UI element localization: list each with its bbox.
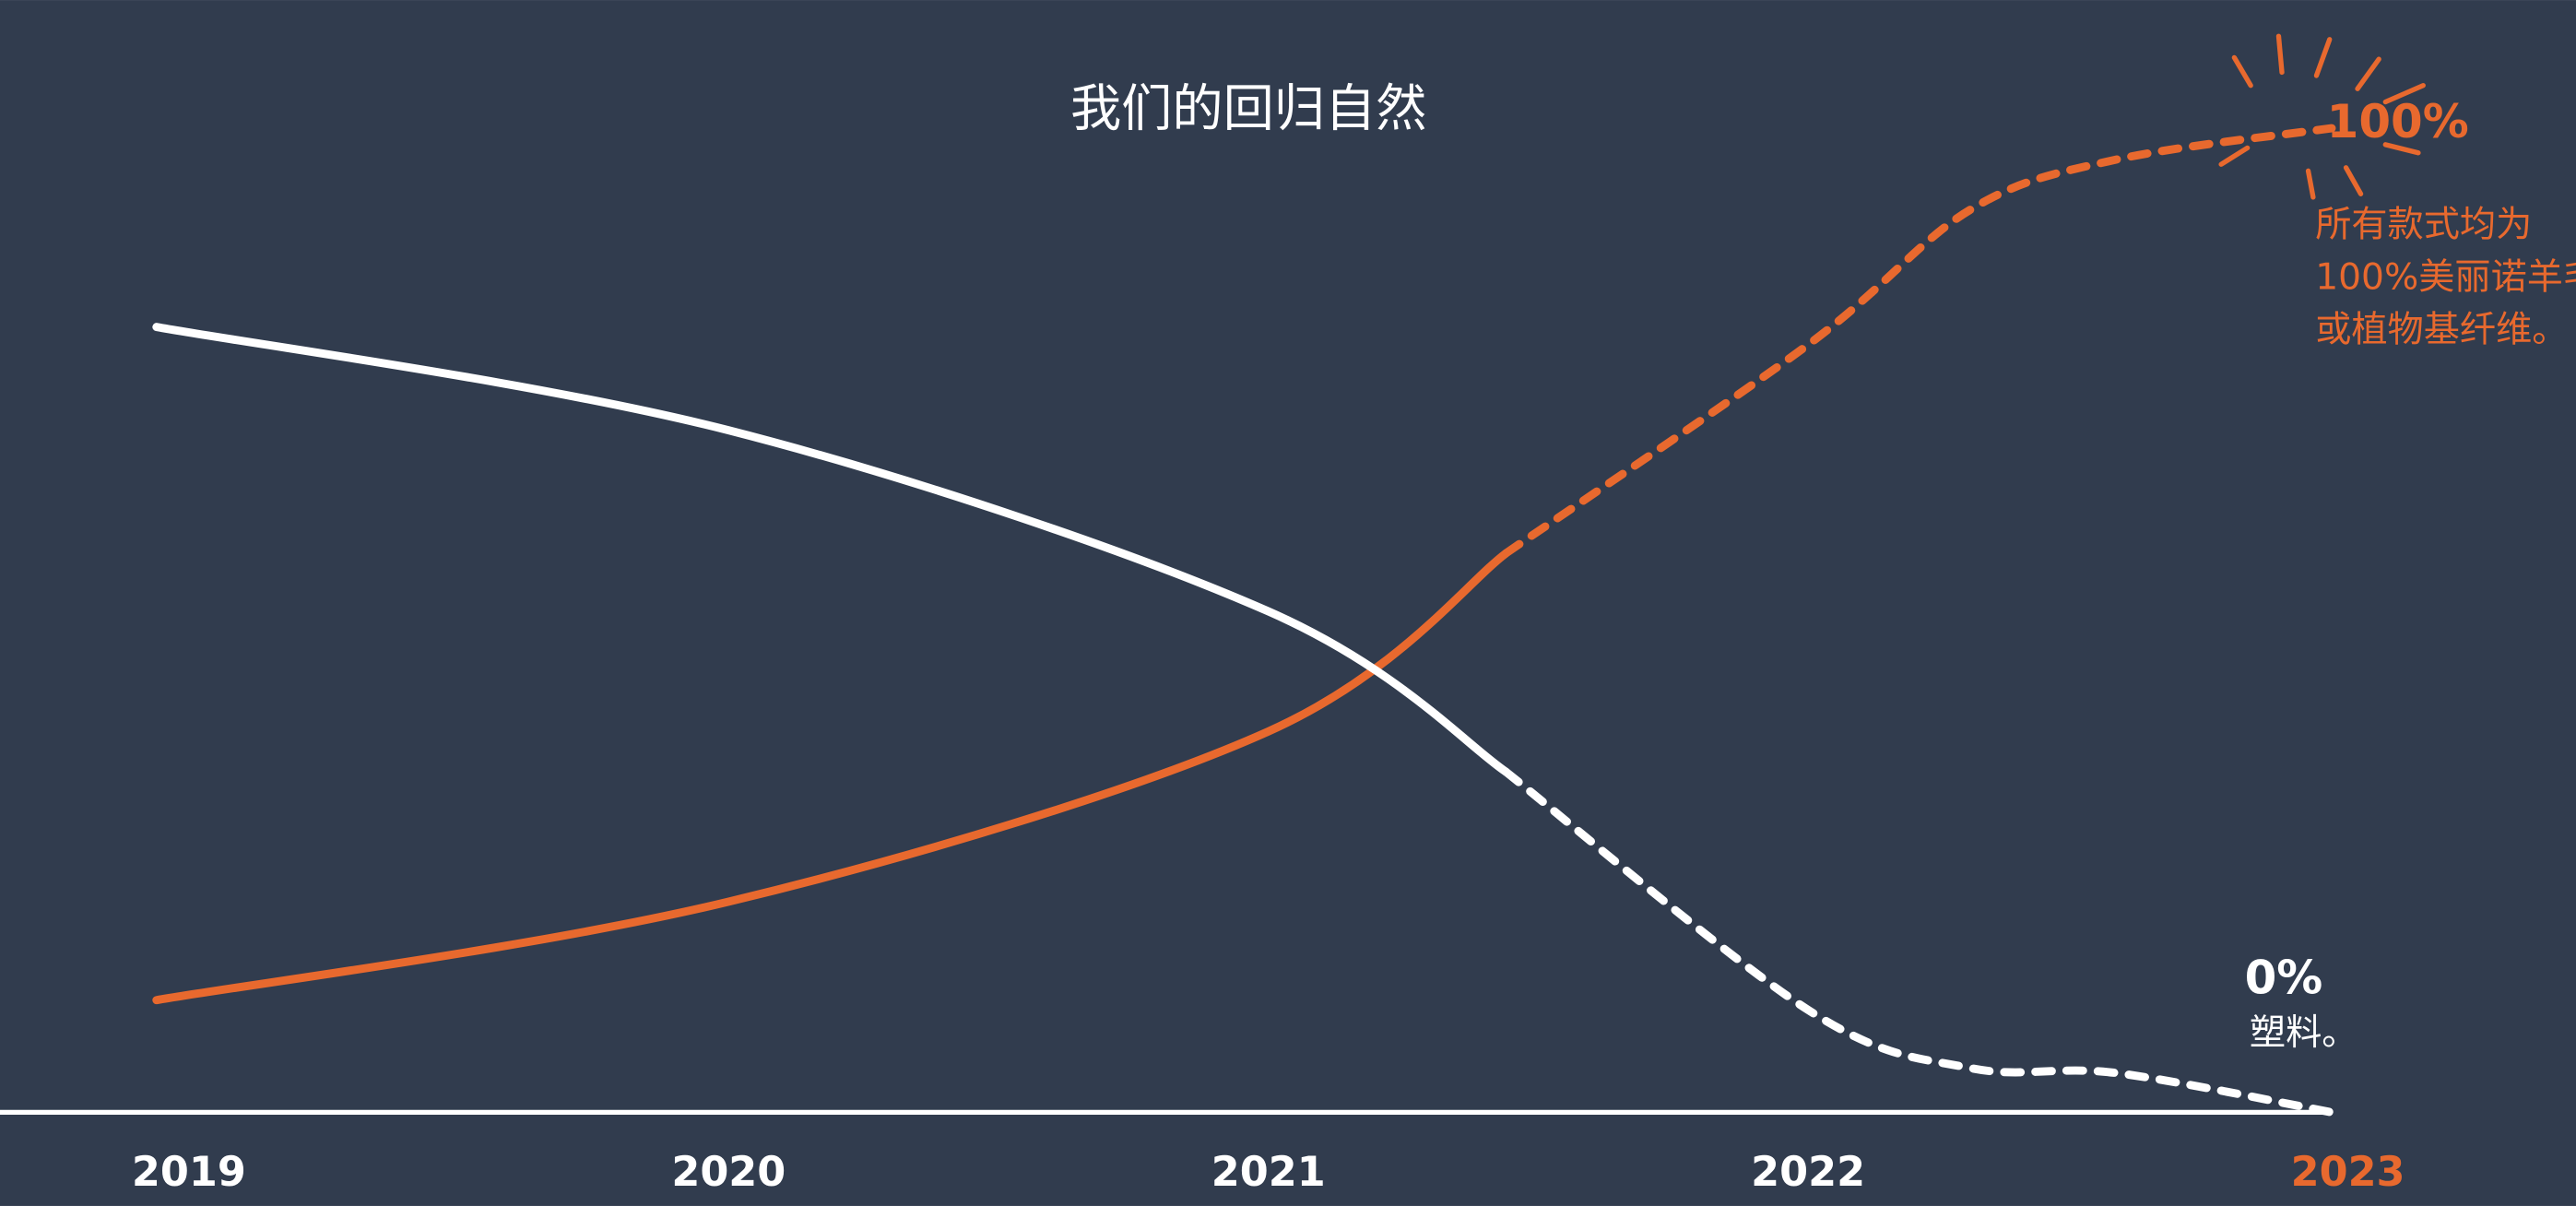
annotation: 所有款式均为 (2315, 204, 2532, 245)
line (152, 323, 1510, 776)
x-tick-label: 2022 (1751, 1148, 1865, 1196)
projected-line (1501, 124, 2336, 558)
x-tick-label: 2019 (132, 1148, 246, 1196)
value-label: 100% (2327, 95, 2469, 148)
x-tick-label: 2020 (671, 1148, 786, 1196)
x-tick-label: 2021 (1211, 1148, 1326, 1196)
annotation: 或植物基纤维。 (2315, 309, 2568, 350)
projected-line (1501, 767, 2336, 1117)
value-label: 0% (2245, 951, 2323, 1004)
annotation: 100%美丽诺羊毛 (2315, 256, 2576, 298)
chart-title: 我们的回归自然 (1070, 79, 1427, 138)
x-tick-label: 2023 (2291, 1148, 2405, 1196)
line (152, 549, 1510, 1005)
annotation: 塑料。 (2250, 1012, 2358, 1054)
sunburst (2218, 33, 2426, 200)
